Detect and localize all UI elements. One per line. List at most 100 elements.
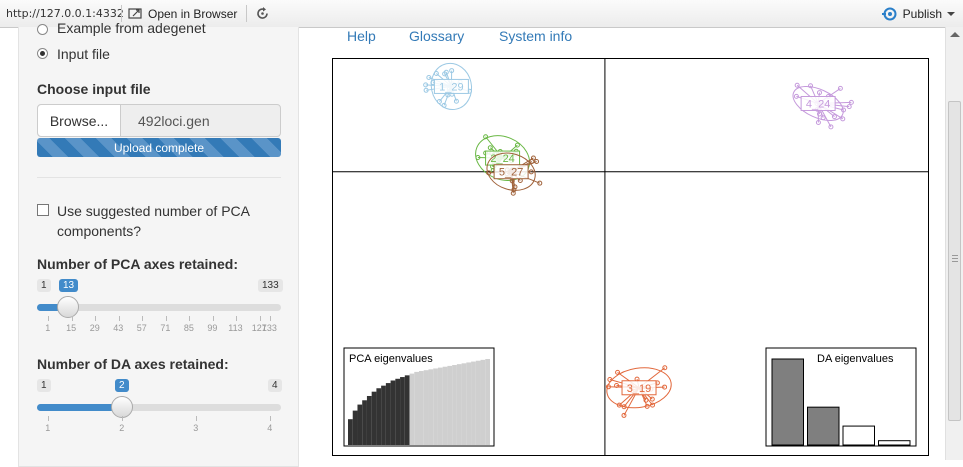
eigen-bar: [476, 361, 481, 445]
da-slider-value: 2: [115, 379, 129, 392]
slider-tick-label: 15: [66, 323, 76, 333]
slider-tick-label: 43: [113, 323, 123, 333]
da-slider-fill: [37, 404, 122, 411]
eigen-bar: [357, 405, 362, 445]
upload-progress-bar: Upload complete: [37, 138, 281, 157]
eigen-bar: [462, 363, 467, 445]
radio-example[interactable]: [37, 24, 48, 35]
radio-example-label: Example from adegenet: [57, 20, 206, 36]
slider-tick: [270, 316, 271, 321]
eigen-bar: [362, 400, 367, 445]
eigen-bar: [772, 359, 804, 445]
upload-status: Upload complete: [114, 141, 204, 155]
slider-tick-label: 57: [137, 323, 147, 333]
publish-icon: [882, 7, 898, 21]
eigen-bar: [452, 365, 457, 445]
slider-tick-label: 113: [228, 323, 242, 333]
choose-file-label: Choose input file: [37, 81, 151, 97]
slider-tick-label: 3: [193, 423, 198, 433]
slider-tick: [189, 316, 190, 321]
slider-tick: [72, 316, 73, 321]
slider-tick: [48, 416, 49, 421]
slider-tick-label: 29: [90, 323, 100, 333]
refresh-icon[interactable]: [254, 5, 271, 22]
eigen-bar: [419, 371, 424, 445]
slider-tick-label: 1: [45, 323, 50, 333]
eigen-bar: [376, 388, 381, 445]
publish-button[interactable]: Publish: [882, 5, 955, 22]
da-slider-track[interactable]: [37, 404, 281, 411]
scroll-grip: [952, 258, 958, 259]
eigen-bar: [843, 426, 875, 445]
eigen-bar: [348, 419, 353, 445]
eigen-bar: [391, 381, 396, 446]
pca-slider-value: 13: [59, 279, 78, 292]
scroll-grip: [952, 261, 958, 262]
slider-tick: [142, 316, 143, 321]
vertical-scrollbar[interactable]: [945, 27, 963, 460]
slider-tick-label: 133: [262, 323, 277, 333]
da-slider-min: 1: [37, 379, 51, 392]
tab-glossary[interactable]: Glossary: [409, 28, 464, 44]
chevron-down-icon[interactable]: [947, 11, 955, 17]
eigen-bar: [879, 441, 911, 445]
suggested-pca-label: Use suggested number of PCA components?: [57, 201, 277, 241]
file-name-field: 492loci.gen: [138, 113, 210, 129]
tab-help[interactable]: Help: [347, 28, 376, 44]
eigen-bar: [400, 377, 405, 445]
eigen-bar: [433, 368, 438, 445]
slider-tick-label: 85: [184, 323, 194, 333]
group-label: 5_27: [499, 167, 523, 179]
eigen-bar: [447, 366, 452, 445]
eigen-bar: [372, 392, 377, 445]
eigen-bar: [405, 375, 410, 445]
url-text: http://127.0.0.1:4332: [6, 7, 124, 20]
file-input[interactable]: Browse... 492loci.gen: [37, 104, 281, 137]
scroll-thumb[interactable]: [948, 101, 961, 421]
pca-slider-max: 133: [258, 279, 283, 292]
slider-tick: [119, 316, 120, 321]
slider-tick: [196, 416, 197, 421]
eigen-bar: [438, 368, 443, 445]
eigen-bar: [353, 411, 358, 445]
slider-tick: [236, 316, 237, 321]
eigen-bar: [381, 386, 386, 445]
slider-tick-label: 2: [119, 423, 124, 433]
radio-input-file-label: Input file: [57, 46, 110, 62]
slider-tick-label: 1: [45, 423, 50, 433]
open-in-browser-label: Open in Browser: [148, 7, 237, 21]
eigen-bar: [485, 359, 490, 445]
eigen-bar: [367, 396, 372, 445]
eigen-inset-title: DA eigenvalues: [817, 353, 894, 365]
eigen-bar: [395, 379, 400, 445]
eigen-bar: [443, 367, 448, 445]
eigen-bar: [466, 362, 471, 445]
group-label: 1_29: [439, 81, 463, 93]
slider-tick: [122, 416, 123, 421]
suggested-pca-checkbox[interactable]: [37, 204, 49, 216]
scroll-up-arrow[interactable]: [950, 32, 960, 37]
eigen-bar: [414, 372, 419, 445]
publish-label: Publish: [903, 7, 942, 21]
eigen-inset-title: PCA eigenvalues: [349, 353, 433, 365]
slider-tick: [95, 316, 96, 321]
slider-tick: [213, 316, 214, 321]
pca-slider-label: Number of PCA axes retained:: [37, 256, 238, 272]
group-label: 2_24: [490, 153, 514, 165]
browse-button[interactable]: Browse...: [38, 105, 121, 136]
da-slider-label: Number of DA axes retained:: [37, 356, 229, 372]
slider-tick: [270, 416, 271, 421]
eigen-bar: [457, 364, 462, 445]
divider: [37, 177, 281, 178]
tab-system-info[interactable]: System info: [499, 28, 572, 44]
scroll-grip: [952, 255, 958, 256]
slider-tick: [166, 316, 167, 321]
da-slider-handle[interactable]: [111, 396, 133, 418]
pca-slider-handle[interactable]: [57, 296, 79, 318]
eigen-bar: [424, 370, 429, 445]
eigen-bar: [428, 369, 433, 445]
radio-input-file[interactable]: [37, 48, 48, 59]
eigen-bar: [808, 407, 840, 445]
eigen-bar: [471, 362, 476, 445]
